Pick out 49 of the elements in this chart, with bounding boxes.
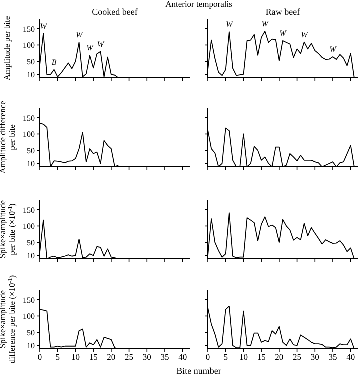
annotation: W bbox=[226, 20, 234, 30]
y-tick-label: 150 bbox=[23, 296, 35, 305]
y-tick-label: 10 bbox=[27, 342, 35, 351]
annotation: W bbox=[86, 44, 95, 53]
y-tick-label: 100 bbox=[23, 312, 35, 322]
y-tick-label: 10 bbox=[27, 70, 35, 80]
x-tick-label: 30 bbox=[142, 352, 152, 362]
annotation: W bbox=[262, 19, 270, 28]
chart-subtitle: Cooked beef bbox=[92, 7, 138, 17]
x-tick-label: 10 bbox=[239, 352, 248, 362]
x-tick-label: 30 bbox=[310, 352, 320, 362]
y-tick-label: 50 bbox=[27, 328, 35, 338]
y-tick-label: 100 bbox=[23, 130, 35, 140]
annotation: W bbox=[280, 28, 288, 38]
x-tick-label: 0 bbox=[38, 352, 42, 362]
x-tick-label: 35 bbox=[160, 352, 170, 362]
x-axis-title: Bite number bbox=[176, 366, 222, 376]
x-tick-label: 5 bbox=[224, 352, 228, 362]
x-tick-label: 20 bbox=[107, 352, 116, 362]
annotation: W bbox=[97, 40, 106, 49]
y-tick-label: 150 bbox=[23, 24, 35, 34]
y-tick-label: 50 bbox=[27, 238, 35, 248]
x-tick-label: 25 bbox=[125, 352, 134, 362]
x-tick-label: 5 bbox=[56, 352, 60, 362]
chart-title: Anterior temporalis bbox=[166, 0, 232, 9]
chart-subtitle: Raw beef bbox=[266, 7, 300, 17]
x-tick-label: 15 bbox=[89, 352, 98, 362]
x-tick-label: 20 bbox=[275, 352, 284, 362]
x-tick-label: 0 bbox=[206, 352, 210, 362]
x-tick-label: 10 bbox=[71, 352, 80, 362]
y-tick-label: 100 bbox=[23, 222, 35, 232]
y-tick-label: 150 bbox=[23, 114, 35, 123]
x-tick-label: 40 bbox=[178, 352, 188, 362]
annotation: W bbox=[40, 22, 48, 31]
annotation: W bbox=[330, 45, 338, 54]
y-tick-label: 50 bbox=[27, 58, 35, 67]
annotation: W bbox=[76, 30, 84, 40]
x-tick-label: 25 bbox=[293, 352, 302, 362]
y-tick-label: 150 bbox=[23, 206, 35, 215]
annotation: W bbox=[301, 30, 310, 40]
annotation: B bbox=[52, 58, 57, 67]
y-tick-label: 10 bbox=[27, 160, 35, 169]
y-tick-label: 100 bbox=[23, 41, 35, 50]
y-tick-label: 50 bbox=[27, 146, 35, 156]
y-axis-title: Amplitude per bite bbox=[2, 16, 12, 81]
x-tick-label: 15 bbox=[257, 352, 266, 362]
y-tick-label: 10 bbox=[27, 252, 35, 261]
x-tick-label: 35 bbox=[328, 352, 338, 362]
x-tick-label: 40 bbox=[346, 352, 356, 362]
